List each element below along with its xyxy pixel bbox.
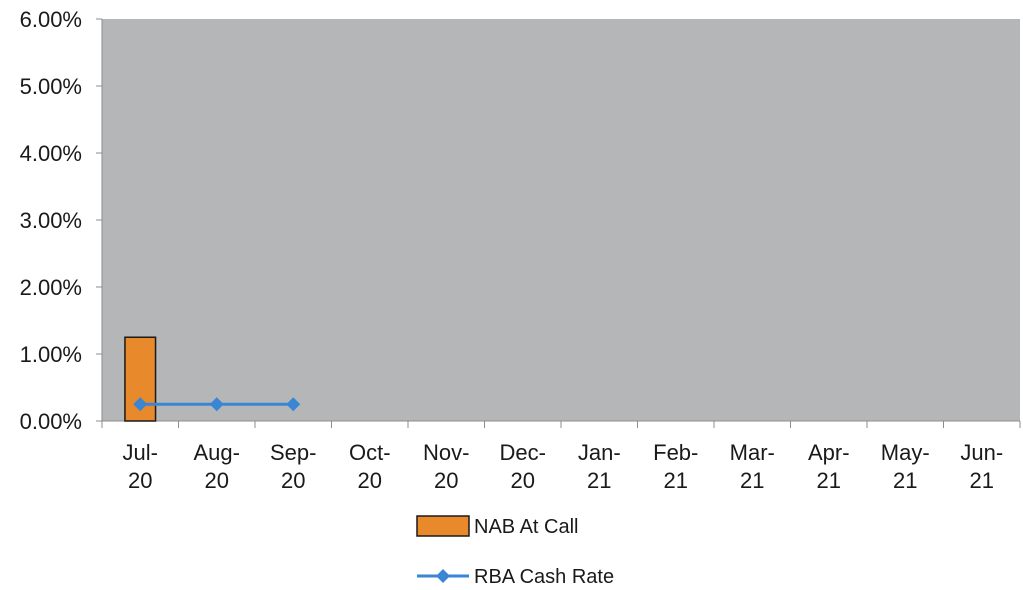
y-axis: 0.00% 1.00% 2.00% 3.00% 4.00% 5.00% 6.00% [20, 7, 103, 434]
plot-area [102, 19, 1020, 421]
x-tick-label-line: 20 [128, 468, 152, 493]
x-tick-label-line: 21 [587, 468, 611, 493]
x-tick-label-line: Aug- [194, 440, 240, 465]
legend-item-rba-cash-rate: RBA Cash Rate [417, 566, 614, 588]
x-tick-label-line: 21 [740, 468, 764, 493]
x-tick-label: May- 21 [881, 440, 930, 493]
x-tick-label: Mar- 21 [730, 440, 775, 493]
x-tick-label-line: Oct- [349, 440, 391, 465]
legend: NAB At Call RBA Cash Rate [416, 515, 614, 588]
x-tick-label: Oct- 20 [349, 440, 391, 493]
x-tick-label-line: Mar- [730, 440, 775, 465]
x-tick-label-line: 20 [511, 468, 535, 493]
legend-item-nab-at-call: NAB At Call [416, 515, 578, 538]
x-tick-label-line: 20 [358, 468, 382, 493]
y-tick-label: 3.00% [20, 208, 82, 233]
x-tick-label-line: 21 [817, 468, 841, 493]
legend-label: NAB At Call [474, 516, 578, 538]
line-point [133, 397, 148, 412]
x-tick-label: Apr- 21 [808, 440, 850, 493]
y-tick-label: 2.00% [20, 275, 82, 300]
y-tick-label: 6.00% [20, 7, 82, 32]
x-tick-label: Aug- 20 [194, 440, 240, 493]
x-tick-label-line: Jul- [123, 440, 158, 465]
y-tick-label: 4.00% [20, 141, 82, 166]
legend-label: RBA Cash Rate [474, 566, 614, 588]
legend-swatch [416, 515, 470, 537]
x-tick-label: Sep- 20 [270, 440, 316, 493]
x-tick-label-line: 21 [893, 468, 917, 493]
x-tick-label-line: May- [881, 440, 930, 465]
y-tick-label: 0.00% [20, 409, 82, 434]
x-tick-label-line: 20 [434, 468, 458, 493]
x-tick-label: Jun- 21 [960, 440, 1003, 493]
x-tick-label-line: Feb- [653, 440, 698, 465]
x-tick-label: Nov- 20 [423, 440, 469, 493]
legend-marker [436, 569, 450, 583]
x-tick-label-line: 21 [664, 468, 688, 493]
x-tick-label-line: Nov- [423, 440, 469, 465]
x-tick-label-line: 21 [970, 468, 994, 493]
x-tick-label-line: Dec- [500, 440, 546, 465]
line-point [286, 397, 301, 412]
y-tick-label: 1.00% [20, 342, 82, 367]
x-tick-label-line: Jan- [578, 440, 621, 465]
x-axis: Jul- 20 Aug- 20 Sep- 20 Oct- 20 Nov- 20 Dec- 20 Jan-… [101, 420, 1021, 493]
y-tick-label: 5.00% [20, 74, 82, 99]
x-tick-label: Jul- 20 [123, 440, 158, 493]
x-tick-label: Dec- 20 [500, 440, 546, 493]
line-series [133, 397, 301, 412]
x-tick-label-line: Jun- [960, 440, 1003, 465]
x-tick-label: Jan- 21 [578, 440, 621, 493]
line-point [209, 397, 224, 412]
x-tick-label-line: 20 [281, 468, 305, 493]
x-tick-label-line: 20 [205, 468, 229, 493]
x-tick-label-line: Apr- [808, 440, 850, 465]
x-tick-label: Feb- 21 [653, 440, 698, 493]
x-tick-label-line: Sep- [270, 440, 316, 465]
